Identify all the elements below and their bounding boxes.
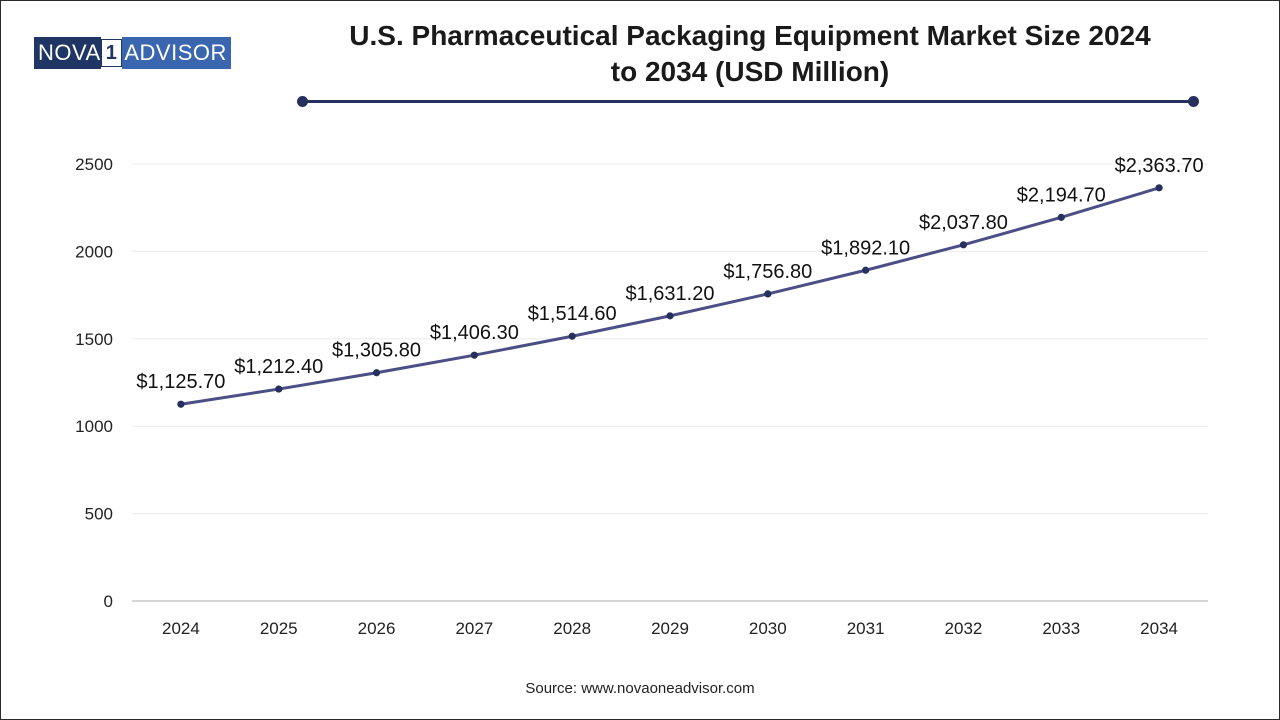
x-tick-label: 2025 — [260, 619, 298, 638]
y-tick-label: 1500 — [75, 330, 113, 349]
y-tick-label: 1000 — [75, 417, 113, 436]
x-tick-label: 2029 — [651, 619, 689, 638]
x-tick-label: 2028 — [553, 619, 591, 638]
data-point — [666, 312, 674, 320]
x-tick-label: 2026 — [358, 619, 396, 638]
data-point — [1057, 213, 1065, 221]
y-tick-label: 2500 — [75, 155, 113, 174]
data-label: $1,756.80 — [723, 261, 812, 283]
chart-title-line1: U.S. Pharmaceutical Packaging Equipment … — [349, 20, 1151, 51]
data-label: $1,305.80 — [332, 340, 421, 362]
x-tick-label: 2033 — [1042, 619, 1080, 638]
x-tick-label: 2034 — [1140, 619, 1178, 638]
data-point — [372, 369, 381, 377]
data-label: $1,406.30 — [430, 322, 519, 344]
data-point — [862, 266, 870, 274]
y-tick-label: 2000 — [75, 242, 113, 261]
logo-text-one: 1 — [100, 39, 123, 67]
chart-title-line2: to 2034 (USD Million) — [610, 56, 890, 87]
data-label: $1,125.70 — [136, 371, 225, 393]
data-point — [177, 400, 185, 408]
x-tick-label: 2027 — [455, 619, 493, 638]
data-point — [764, 290, 772, 298]
data-label: $2,363.70 — [1115, 155, 1204, 177]
logo-text-advisor: ADVISOR — [122, 37, 231, 69]
y-tick-label: 0 — [104, 592, 113, 611]
data-label: $1,892.10 — [821, 237, 910, 259]
data-point — [1155, 184, 1163, 192]
x-tick-label: 2031 — [847, 619, 885, 638]
data-label: $2,194.70 — [1017, 184, 1106, 206]
data-point — [275, 385, 283, 393]
title-divider — [297, 96, 1199, 107]
data-point — [470, 351, 478, 359]
y-tick-label: 500 — [85, 505, 113, 524]
x-tick-label: 2024 — [162, 619, 200, 638]
logo-text-nova: NOVA — [34, 37, 101, 69]
x-tick-label: 2032 — [945, 619, 983, 638]
title-divider-right-dot — [1188, 96, 1199, 107]
data-label: $2,037.80 — [919, 212, 1008, 234]
x-tick-label: 2030 — [749, 619, 787, 638]
source-note: Source: www.novaoneadvisor.com — [525, 680, 755, 697]
brand-logo: NOVA 1 ADVISOR — [34, 37, 231, 69]
data-label: $1,212.40 — [234, 356, 323, 378]
data-label: $1,631.20 — [626, 283, 715, 305]
title-divider-left-dot — [297, 96, 308, 107]
data-point — [568, 332, 576, 340]
data-point — [959, 241, 968, 249]
chart-title: U.S. Pharmaceutical Packaging Equipment … — [270, 18, 1230, 90]
data-label: $1,514.60 — [528, 303, 617, 325]
